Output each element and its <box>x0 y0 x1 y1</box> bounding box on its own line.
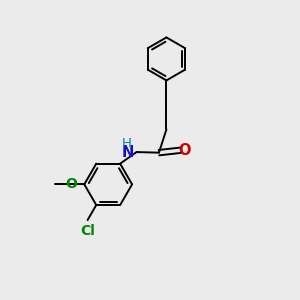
Text: H: H <box>122 136 131 150</box>
Text: O: O <box>65 177 77 191</box>
Text: O: O <box>178 143 191 158</box>
Text: Cl: Cl <box>80 224 95 238</box>
Text: N: N <box>121 145 134 160</box>
